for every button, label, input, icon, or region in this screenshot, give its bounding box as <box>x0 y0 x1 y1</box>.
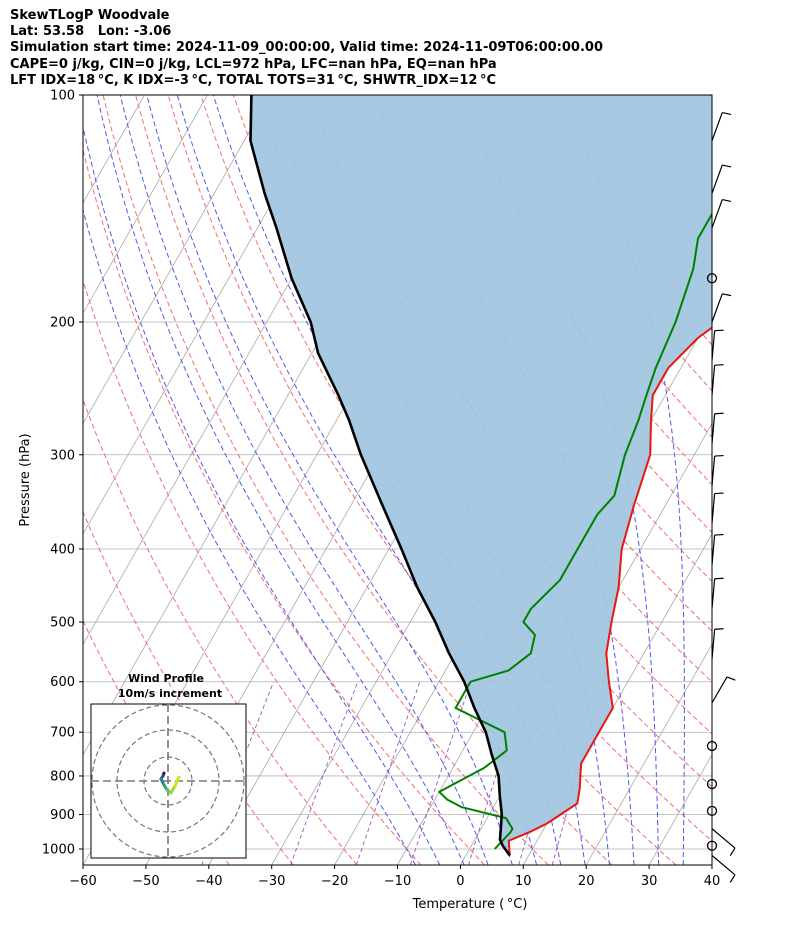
y-tick-label: 400 <box>50 542 75 557</box>
x-tick-label: 30 <box>641 874 658 889</box>
hodograph-inset: Wind Profile 10m/s increment <box>90 672 247 859</box>
parcel-profile-line <box>249 95 511 857</box>
x-tick-label: −40 <box>195 874 222 889</box>
isotherm-gridline <box>0 95 82 865</box>
y-tick-label: 1000 <box>42 843 75 858</box>
moist-adiabat-line <box>83 208 416 865</box>
wind-barb <box>711 855 736 883</box>
x-tick-label: 0 <box>456 874 464 889</box>
dry-adiabat-line <box>102 95 549 865</box>
isotherm-gridline <box>711 864 712 865</box>
mixing-ratio-line <box>355 681 421 865</box>
wind-barb <box>711 577 724 609</box>
wind-barb <box>711 828 736 857</box>
y-tick-label: 100 <box>50 89 75 104</box>
x-tick-label: 20 <box>578 874 595 889</box>
x-tick-label: −50 <box>132 874 159 889</box>
calm-wind-circle <box>706 273 718 284</box>
y-tick-label: 300 <box>50 448 75 463</box>
chart-title: SkewTLogP Woodvale <box>10 8 170 23</box>
wind-barb <box>711 293 732 323</box>
hodograph-ring <box>91 704 245 858</box>
dry-adiabat-line <box>83 279 422 865</box>
stability-indices-line-2: LFT IDX=18 °C, K IDX=-3 °C, TOTAL TOTS=3… <box>10 72 497 88</box>
dry-adiabat-line <box>460 95 712 438</box>
mixing-ratio-line <box>409 681 472 865</box>
location-line: Lat: 53.58 Lon: -3.06 <box>10 24 172 40</box>
y-tick-label: 800 <box>50 769 75 784</box>
calm-wind-circle <box>706 778 718 790</box>
wind-barb <box>711 364 724 396</box>
x-tick-label: −30 <box>258 874 285 889</box>
y-axis-label: Pressure (hPa) <box>18 433 33 526</box>
moist-adiabat-line <box>83 124 441 865</box>
isotherm-gridline <box>83 95 271 425</box>
hodograph-title: Wind Profile <box>128 672 204 685</box>
x-tick-label: 40 <box>704 874 721 889</box>
isotherm-gridline <box>0 95 19 865</box>
y-tick-label: 600 <box>50 675 75 690</box>
dry-adiabat-line <box>265 95 712 735</box>
wind-barb <box>711 329 724 361</box>
moist-adiabat-line <box>555 95 685 865</box>
simulation-time-line: Simulation start time: 2024-11-09_00:00:… <box>10 40 603 56</box>
dry-adiabat-line <box>83 398 358 865</box>
dry-adiabat-line <box>83 510 294 865</box>
wind-barb <box>711 628 724 660</box>
isotherm-gridline <box>585 643 712 865</box>
x-tick-label: −20 <box>321 874 348 889</box>
wind-barb <box>711 454 724 487</box>
wind-barb <box>711 111 732 141</box>
dewpoint-profile-line <box>438 211 712 850</box>
wind-barb <box>711 412 724 444</box>
chart-header: SkewTLogP Woodvale Lat: 53.58 Lon: -3.06… <box>10 8 603 89</box>
cape-cin-shading <box>250 95 712 856</box>
calm-wind-circle <box>706 805 718 817</box>
mixing-ratio-line <box>290 681 359 865</box>
wind-barb <box>711 164 732 194</box>
wind-barb <box>711 492 724 524</box>
y-tick-label: 500 <box>50 616 75 631</box>
moist-adiabat-line <box>119 95 489 865</box>
y-tick-label: 900 <box>50 808 75 823</box>
dry-adiabat-line <box>297 95 712 683</box>
x-tick-label: −10 <box>384 874 411 889</box>
x-tick-label: 10 <box>515 874 532 889</box>
wind-barb <box>711 533 724 565</box>
isotherm-gridline <box>83 95 208 315</box>
wind-barb <box>711 676 736 704</box>
moist-adiabat-line <box>96 95 465 865</box>
sounding-profiles <box>249 95 712 857</box>
calm-wind-circle <box>706 840 718 851</box>
cin-shaded-area <box>250 95 712 856</box>
wind-barb <box>711 198 732 228</box>
x-tick-label: −60 <box>69 874 96 889</box>
hodograph-subtitle: 10m/s increment <box>118 687 222 700</box>
x-axis-label: Temperature ( °C) <box>412 897 528 912</box>
dry-adiabat-line <box>83 147 485 865</box>
stability-indices-line: CAPE=0 j/kg, CIN=0 j/kg, LCL=972 hPa, LF… <box>10 56 497 72</box>
hodograph-trace-segment <box>173 775 181 788</box>
y-tick-label: 700 <box>50 726 75 741</box>
calm-wind-circle <box>706 740 718 752</box>
wind-barbs <box>706 111 736 883</box>
y-tick-label: 200 <box>50 315 75 330</box>
temperature-profile-line <box>507 326 712 856</box>
